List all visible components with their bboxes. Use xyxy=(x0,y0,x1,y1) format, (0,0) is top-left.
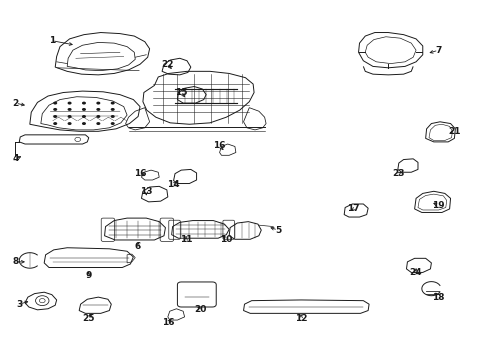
Circle shape xyxy=(110,102,115,104)
Text: 12: 12 xyxy=(294,314,306,323)
Text: 18: 18 xyxy=(431,293,444,302)
Text: 25: 25 xyxy=(82,314,95,323)
Text: 10: 10 xyxy=(220,235,232,244)
Circle shape xyxy=(96,108,100,111)
Circle shape xyxy=(82,108,86,111)
Circle shape xyxy=(67,108,71,111)
Text: 20: 20 xyxy=(194,305,206,314)
Circle shape xyxy=(53,108,57,111)
Circle shape xyxy=(67,115,71,118)
Text: 5: 5 xyxy=(274,226,281,235)
Text: 14: 14 xyxy=(167,180,180,189)
Circle shape xyxy=(53,102,57,104)
Text: 2: 2 xyxy=(12,99,19,108)
Circle shape xyxy=(67,122,71,125)
Text: 24: 24 xyxy=(409,268,422,277)
Text: 16: 16 xyxy=(213,141,225,150)
Text: 17: 17 xyxy=(347,204,359,213)
Text: 4: 4 xyxy=(12,154,19,163)
Text: 22: 22 xyxy=(161,60,174,69)
Circle shape xyxy=(82,115,86,118)
Text: 8: 8 xyxy=(12,257,19,266)
Circle shape xyxy=(96,115,100,118)
Text: 21: 21 xyxy=(447,127,460,136)
Text: 7: 7 xyxy=(434,46,441,55)
Circle shape xyxy=(110,108,115,111)
Text: 16: 16 xyxy=(134,169,146,178)
Circle shape xyxy=(96,122,100,125)
Circle shape xyxy=(110,122,115,125)
Text: 13: 13 xyxy=(140,187,152,196)
Text: 9: 9 xyxy=(85,271,92,280)
Text: 15: 15 xyxy=(175,88,187,97)
Text: 1: 1 xyxy=(49,36,55,45)
Circle shape xyxy=(82,122,86,125)
Circle shape xyxy=(67,102,71,104)
Text: 16: 16 xyxy=(161,318,174,327)
Circle shape xyxy=(53,115,57,118)
Text: 3: 3 xyxy=(16,300,22,309)
Text: 19: 19 xyxy=(431,201,444,210)
Circle shape xyxy=(82,102,86,104)
Text: 11: 11 xyxy=(180,235,192,244)
Circle shape xyxy=(53,122,57,125)
Text: 23: 23 xyxy=(392,169,404,178)
Circle shape xyxy=(96,102,100,104)
Text: 6: 6 xyxy=(135,242,141,251)
Circle shape xyxy=(110,115,115,118)
